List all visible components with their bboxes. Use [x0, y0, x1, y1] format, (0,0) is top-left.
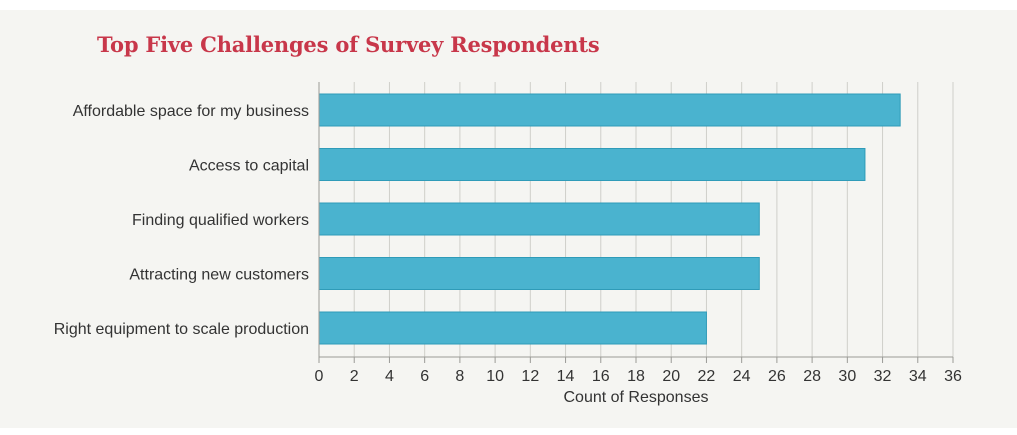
x-tick-label-18: 18	[627, 368, 645, 385]
category-label-finding-qualified-workers: Finding qualified workers	[132, 212, 309, 229]
bar-right-equipment-to-scale-production	[318, 311, 707, 345]
category-label-affordable-space-for-my-business: Affordable space for my business	[73, 103, 309, 120]
bar-finding-qualified-workers	[318, 202, 760, 236]
x-tick-label-0: 0	[315, 368, 324, 385]
tick-labels: 0 2 4 6 8 10 12 14 16 18 20 22 24 26 28 30 32 34 36	[315, 368, 962, 385]
category-label-right-equipment-to-scale-production: Right equipment to scale production	[54, 321, 309, 338]
x-tick-label-20: 20	[662, 368, 680, 385]
x-tick-label-28: 28	[803, 368, 821, 385]
bar-access-to-capital	[318, 148, 866, 181]
x-tick-label-26: 26	[768, 368, 786, 385]
bar-affordable-space-for-my-business	[318, 93, 901, 127]
x-tick-label-22: 22	[698, 368, 716, 385]
x-tick-label-34: 34	[909, 368, 927, 385]
chart-title: Top Five Challenges of Survey Respondent…	[97, 32, 600, 57]
x-tick-label-16: 16	[592, 368, 610, 385]
x-tick-label-36: 36	[944, 368, 962, 385]
x-tick-label-32: 32	[874, 368, 892, 385]
category-labels: Affordable space for my business Access t…	[54, 103, 309, 338]
x-tick-label-8: 8	[455, 368, 464, 385]
bar-attracting-new-customers	[318, 257, 760, 290]
x-tick-label-30: 30	[838, 368, 856, 385]
x-tick-label-6: 6	[420, 368, 429, 385]
x-tick-label-2: 2	[350, 368, 359, 385]
category-label-attracting-new-customers: Attracting new customers	[129, 267, 309, 284]
x-tick-label-14: 14	[557, 368, 575, 385]
bars	[318, 93, 901, 345]
x-tick-label-4: 4	[385, 368, 394, 385]
category-label-access-to-capital: Access to capital	[189, 158, 309, 175]
x-tick-label-24: 24	[733, 368, 751, 385]
axes	[318, 82, 954, 363]
x-tick-label-12: 12	[521, 368, 539, 385]
x-axis-title: Count of Responses	[564, 389, 709, 406]
x-tick-label-10: 10	[486, 368, 504, 385]
